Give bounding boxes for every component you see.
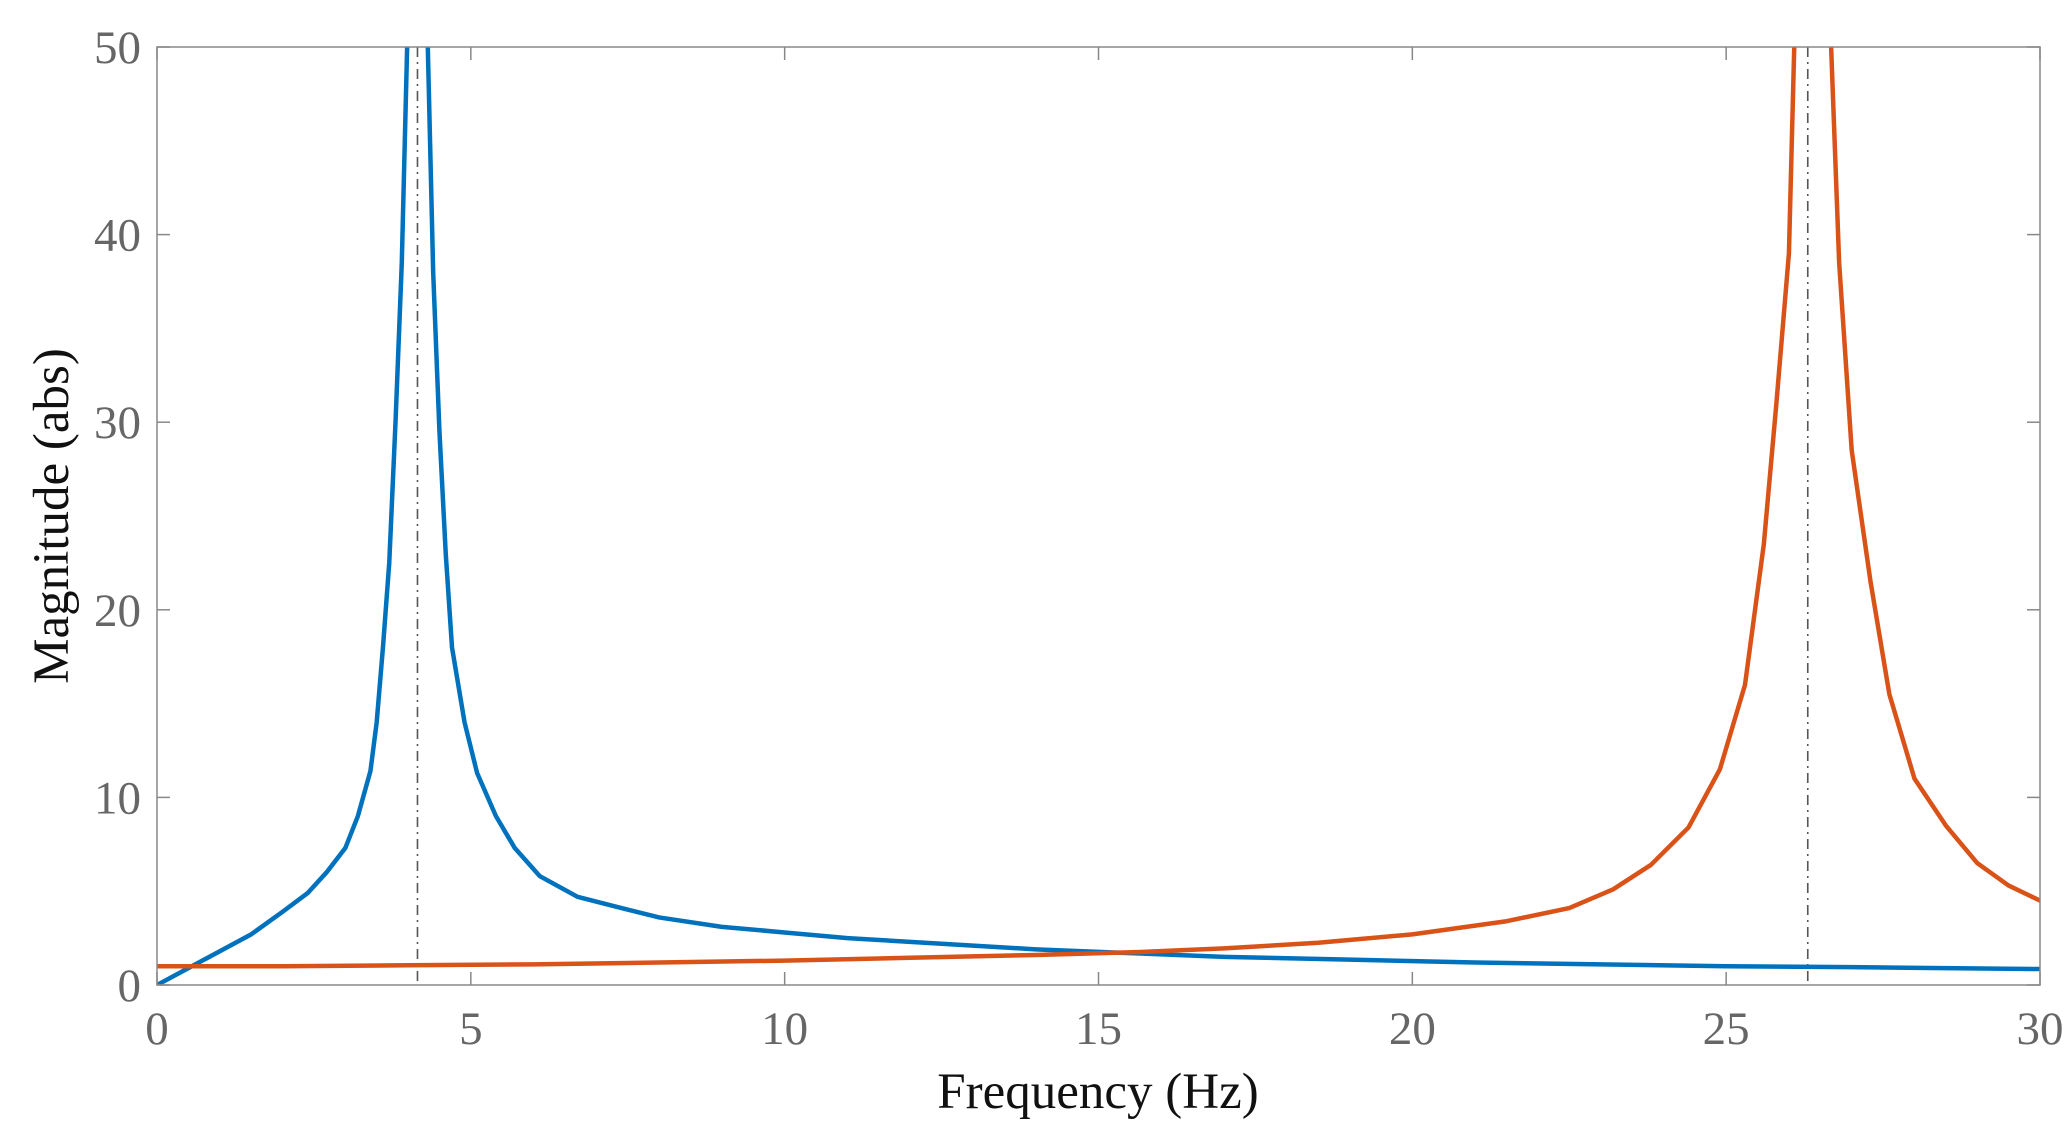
ticks <box>156 46 2041 986</box>
tick-labels: 0 5 10 15 20 25 30 0 10 20 30 40 50 <box>94 22 2064 1055</box>
y-tick-label: 0 <box>118 960 142 1012</box>
y-tick-label: 10 <box>94 772 141 824</box>
y-axis-title: Magnitude (abs) <box>24 348 80 684</box>
x-tick-label: 10 <box>761 1003 808 1055</box>
x-tick-label: 5 <box>459 1003 483 1055</box>
plot-background <box>157 47 2040 985</box>
series-line-2 <box>157 47 2040 969</box>
x-tick-label: 15 <box>1075 1003 1122 1055</box>
x-tick-label: 20 <box>1389 1003 1436 1055</box>
y-tick-label: 30 <box>94 397 141 449</box>
x-axis-title: Frequency (Hz) <box>937 1064 1258 1120</box>
x-tick-label: 25 <box>1703 1003 1750 1055</box>
series-layer <box>157 47 2040 985</box>
x-tick-label: 30 <box>2017 1003 2064 1055</box>
x-tick-label: 0 <box>145 1003 169 1055</box>
y-tick-label: 20 <box>94 585 141 637</box>
reference-lines <box>416 47 1809 985</box>
y-tick-label: 50 <box>94 22 141 74</box>
y-tick-label: 40 <box>94 210 141 262</box>
